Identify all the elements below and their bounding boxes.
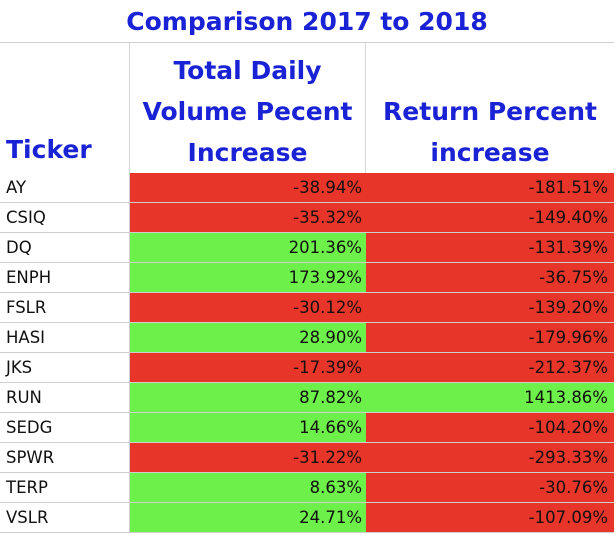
return-percent-cell[interactable]: -139.20%	[366, 293, 614, 323]
volume-percent-cell[interactable]: 173.92%	[130, 263, 366, 293]
return-percent-cell[interactable]: -149.40%	[366, 203, 614, 233]
volume-percent-cell[interactable]: 8.63%	[130, 473, 366, 503]
header-volume-percent[interactable]: Total Daily Volume Pecent Increase	[130, 43, 366, 173]
header-ticker-label: Ticker	[6, 135, 92, 164]
header-volume-line3: Increase	[187, 138, 308, 167]
return-percent-cell[interactable]: -30.76%	[366, 473, 614, 503]
return-percent-cell[interactable]: -179.96%	[366, 323, 614, 353]
header-return-percent[interactable]: Return Percent increase	[366, 43, 614, 173]
table-row: FSLR -30.12% -139.20%	[0, 293, 616, 323]
ticker-cell[interactable]: HASI	[0, 323, 130, 353]
return-percent-cell[interactable]: -104.20%	[366, 413, 614, 443]
header-return-label: Return Percent increase	[383, 91, 597, 173]
ticker-cell[interactable]: DQ	[0, 233, 130, 263]
volume-percent-cell[interactable]: 201.36%	[130, 233, 366, 263]
header-volume-line1: Total Daily	[173, 56, 322, 85]
return-percent-cell[interactable]: -36.75%	[366, 263, 614, 293]
volume-percent-cell[interactable]: -38.94%	[130, 173, 366, 203]
volume-percent-cell[interactable]: -30.12%	[130, 293, 366, 323]
volume-percent-cell[interactable]: 87.82%	[130, 383, 366, 413]
volume-percent-cell[interactable]: -31.22%	[130, 443, 366, 473]
ticker-cell[interactable]: SPWR	[0, 443, 130, 473]
return-percent-cell[interactable]: 1413.86%	[366, 383, 614, 413]
table-row: SEDG 14.66% -104.20%	[0, 413, 616, 443]
table-row: JKS -17.39% -212.37%	[0, 353, 616, 383]
ticker-cell[interactable]: FSLR	[0, 293, 130, 323]
return-percent-cell[interactable]: -181.51%	[366, 173, 614, 203]
header-return-line1: Return Percent	[383, 97, 597, 126]
header-ticker[interactable]: Ticker	[0, 43, 130, 173]
return-percent-cell[interactable]: -107.09%	[366, 503, 614, 533]
table-row: AY -38.94% -181.51%	[0, 173, 616, 203]
volume-percent-cell[interactable]: 24.71%	[130, 503, 366, 533]
volume-percent-cell[interactable]: 28.90%	[130, 323, 366, 353]
ticker-cell[interactable]: ENPH	[0, 263, 130, 293]
ticker-cell[interactable]: VSLR	[0, 503, 130, 533]
volume-percent-cell[interactable]: -35.32%	[130, 203, 366, 233]
volume-percent-cell[interactable]: -17.39%	[130, 353, 366, 383]
header-volume-label: Total Daily Volume Pecent Increase	[142, 50, 352, 173]
table-title[interactable]: Comparison 2017 to 2018	[0, 0, 614, 43]
ticker-cell[interactable]: RUN	[0, 383, 130, 413]
return-percent-cell[interactable]: -212.37%	[366, 353, 614, 383]
table-row: HASI 28.90% -179.96%	[0, 323, 616, 353]
table-row: ENPH 173.92% -36.75%	[0, 263, 616, 293]
return-percent-cell[interactable]: -293.33%	[366, 443, 614, 473]
table-body: AY -38.94% -181.51% CSIQ -35.32% -149.40% DQ 20…	[0, 173, 616, 533]
ticker-cell[interactable]: TERP	[0, 473, 130, 503]
table-row: RUN 87.82% 1413.86%	[0, 383, 616, 413]
ticker-cell[interactable]: CSIQ	[0, 203, 130, 233]
table-row: TERP 8.63% -30.76%	[0, 473, 616, 503]
table-row: VSLR 24.71% -107.09%	[0, 503, 616, 533]
ticker-cell[interactable]: JKS	[0, 353, 130, 383]
return-percent-cell[interactable]: -131.39%	[366, 233, 614, 263]
ticker-cell[interactable]: AY	[0, 173, 130, 203]
table-row: CSIQ -35.32% -149.40%	[0, 203, 616, 233]
table-row: SPWR -31.22% -293.33%	[0, 443, 616, 473]
header-volume-line2: Volume Pecent	[142, 97, 353, 126]
volume-percent-cell[interactable]: 14.66%	[130, 413, 366, 443]
ticker-cell[interactable]: SEDG	[0, 413, 130, 443]
header-return-line2: increase	[430, 138, 550, 167]
table-row: DQ 201.36% -131.39%	[0, 233, 616, 263]
